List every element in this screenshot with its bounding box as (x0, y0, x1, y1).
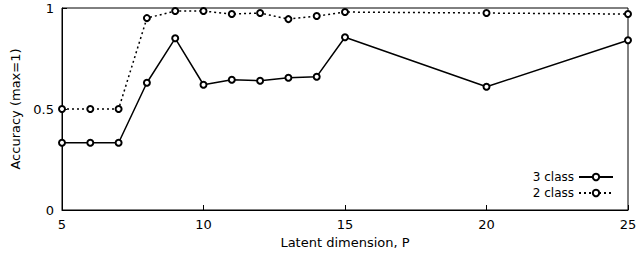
svg-text:0: 0 (46, 203, 54, 218)
svg-text:10: 10 (195, 217, 212, 232)
svg-text:1: 1 (46, 1, 54, 16)
svg-text:2 class: 2 class (533, 186, 574, 200)
svg-text:15: 15 (337, 217, 354, 232)
svg-text:Accuracy (max=1): Accuracy (max=1) (8, 48, 23, 169)
svg-text:0.5: 0.5 (33, 102, 54, 117)
svg-text:Latent dimension, P: Latent dimension, P (280, 235, 409, 250)
svg-text:5: 5 (58, 217, 66, 232)
svg-text:3 class: 3 class (533, 170, 574, 184)
svg-text:20: 20 (478, 217, 495, 232)
svg-text:25: 25 (620, 217, 637, 232)
